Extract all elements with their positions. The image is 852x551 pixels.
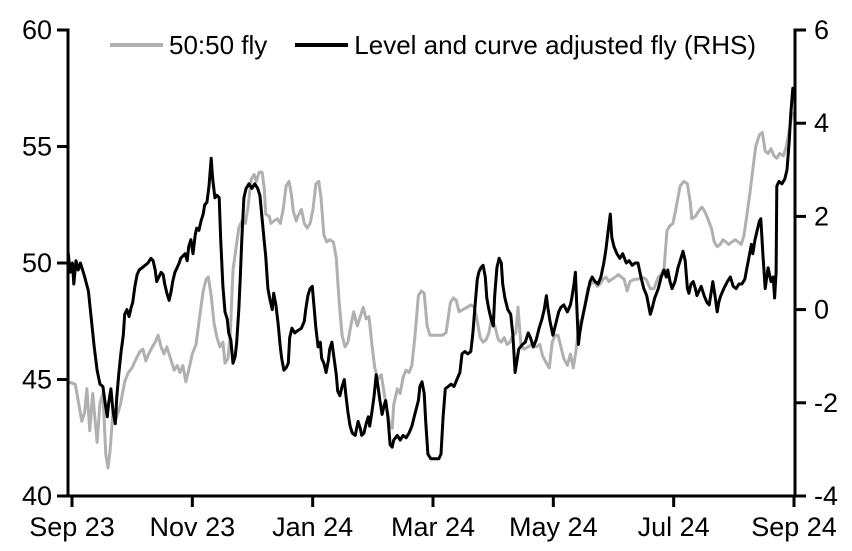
series-line-5050-fly <box>66 110 797 470</box>
legend: 50:50 fly Level and curve adjusted fly (… <box>110 30 756 60</box>
series-line-adjusted-fly <box>66 86 797 461</box>
left-axis-tick-label: 50 <box>22 248 52 278</box>
right-axis-tick-label: 0 <box>814 295 829 325</box>
legend-label-adjusted-fly: Level and curve adjusted fly (RHS) <box>354 30 757 60</box>
x-axis-tick-label: Mar 24 <box>391 512 475 542</box>
legend-label-5050-fly: 50:50 fly <box>169 30 268 60</box>
legend-item-5050-fly: 50:50 fly <box>110 32 267 58</box>
legend-line-swatch-gray <box>110 43 163 47</box>
left-axis-tick-label: 40 <box>22 481 52 511</box>
legend-item-adjusted-fly: Level and curve adjusted fly (RHS) <box>295 32 756 58</box>
x-axis-tick-label: Sep 24 <box>751 512 837 542</box>
right-axis-tick-label: 6 <box>814 15 829 45</box>
right-axis-tick-label: 4 <box>814 108 829 138</box>
x-axis-tick-label: Jul 24 <box>638 512 710 542</box>
legend-line-swatch-black <box>295 43 349 47</box>
x-axis-tick-label: Jan 24 <box>272 512 353 542</box>
right-axis-tick-label: 2 <box>814 201 829 231</box>
x-axis-tick-label: Sep 23 <box>29 512 115 542</box>
right-axis-tick-label: -2 <box>814 388 838 418</box>
x-axis-tick-label: May 24 <box>509 512 598 542</box>
left-axis-tick-label: 45 <box>22 365 52 395</box>
left-axis-tick-label: 55 <box>22 132 52 162</box>
right-axis-tick-label: -4 <box>814 481 838 511</box>
left-axis-tick-label: 60 <box>22 15 52 45</box>
x-axis-tick-label: Nov 23 <box>150 512 236 542</box>
